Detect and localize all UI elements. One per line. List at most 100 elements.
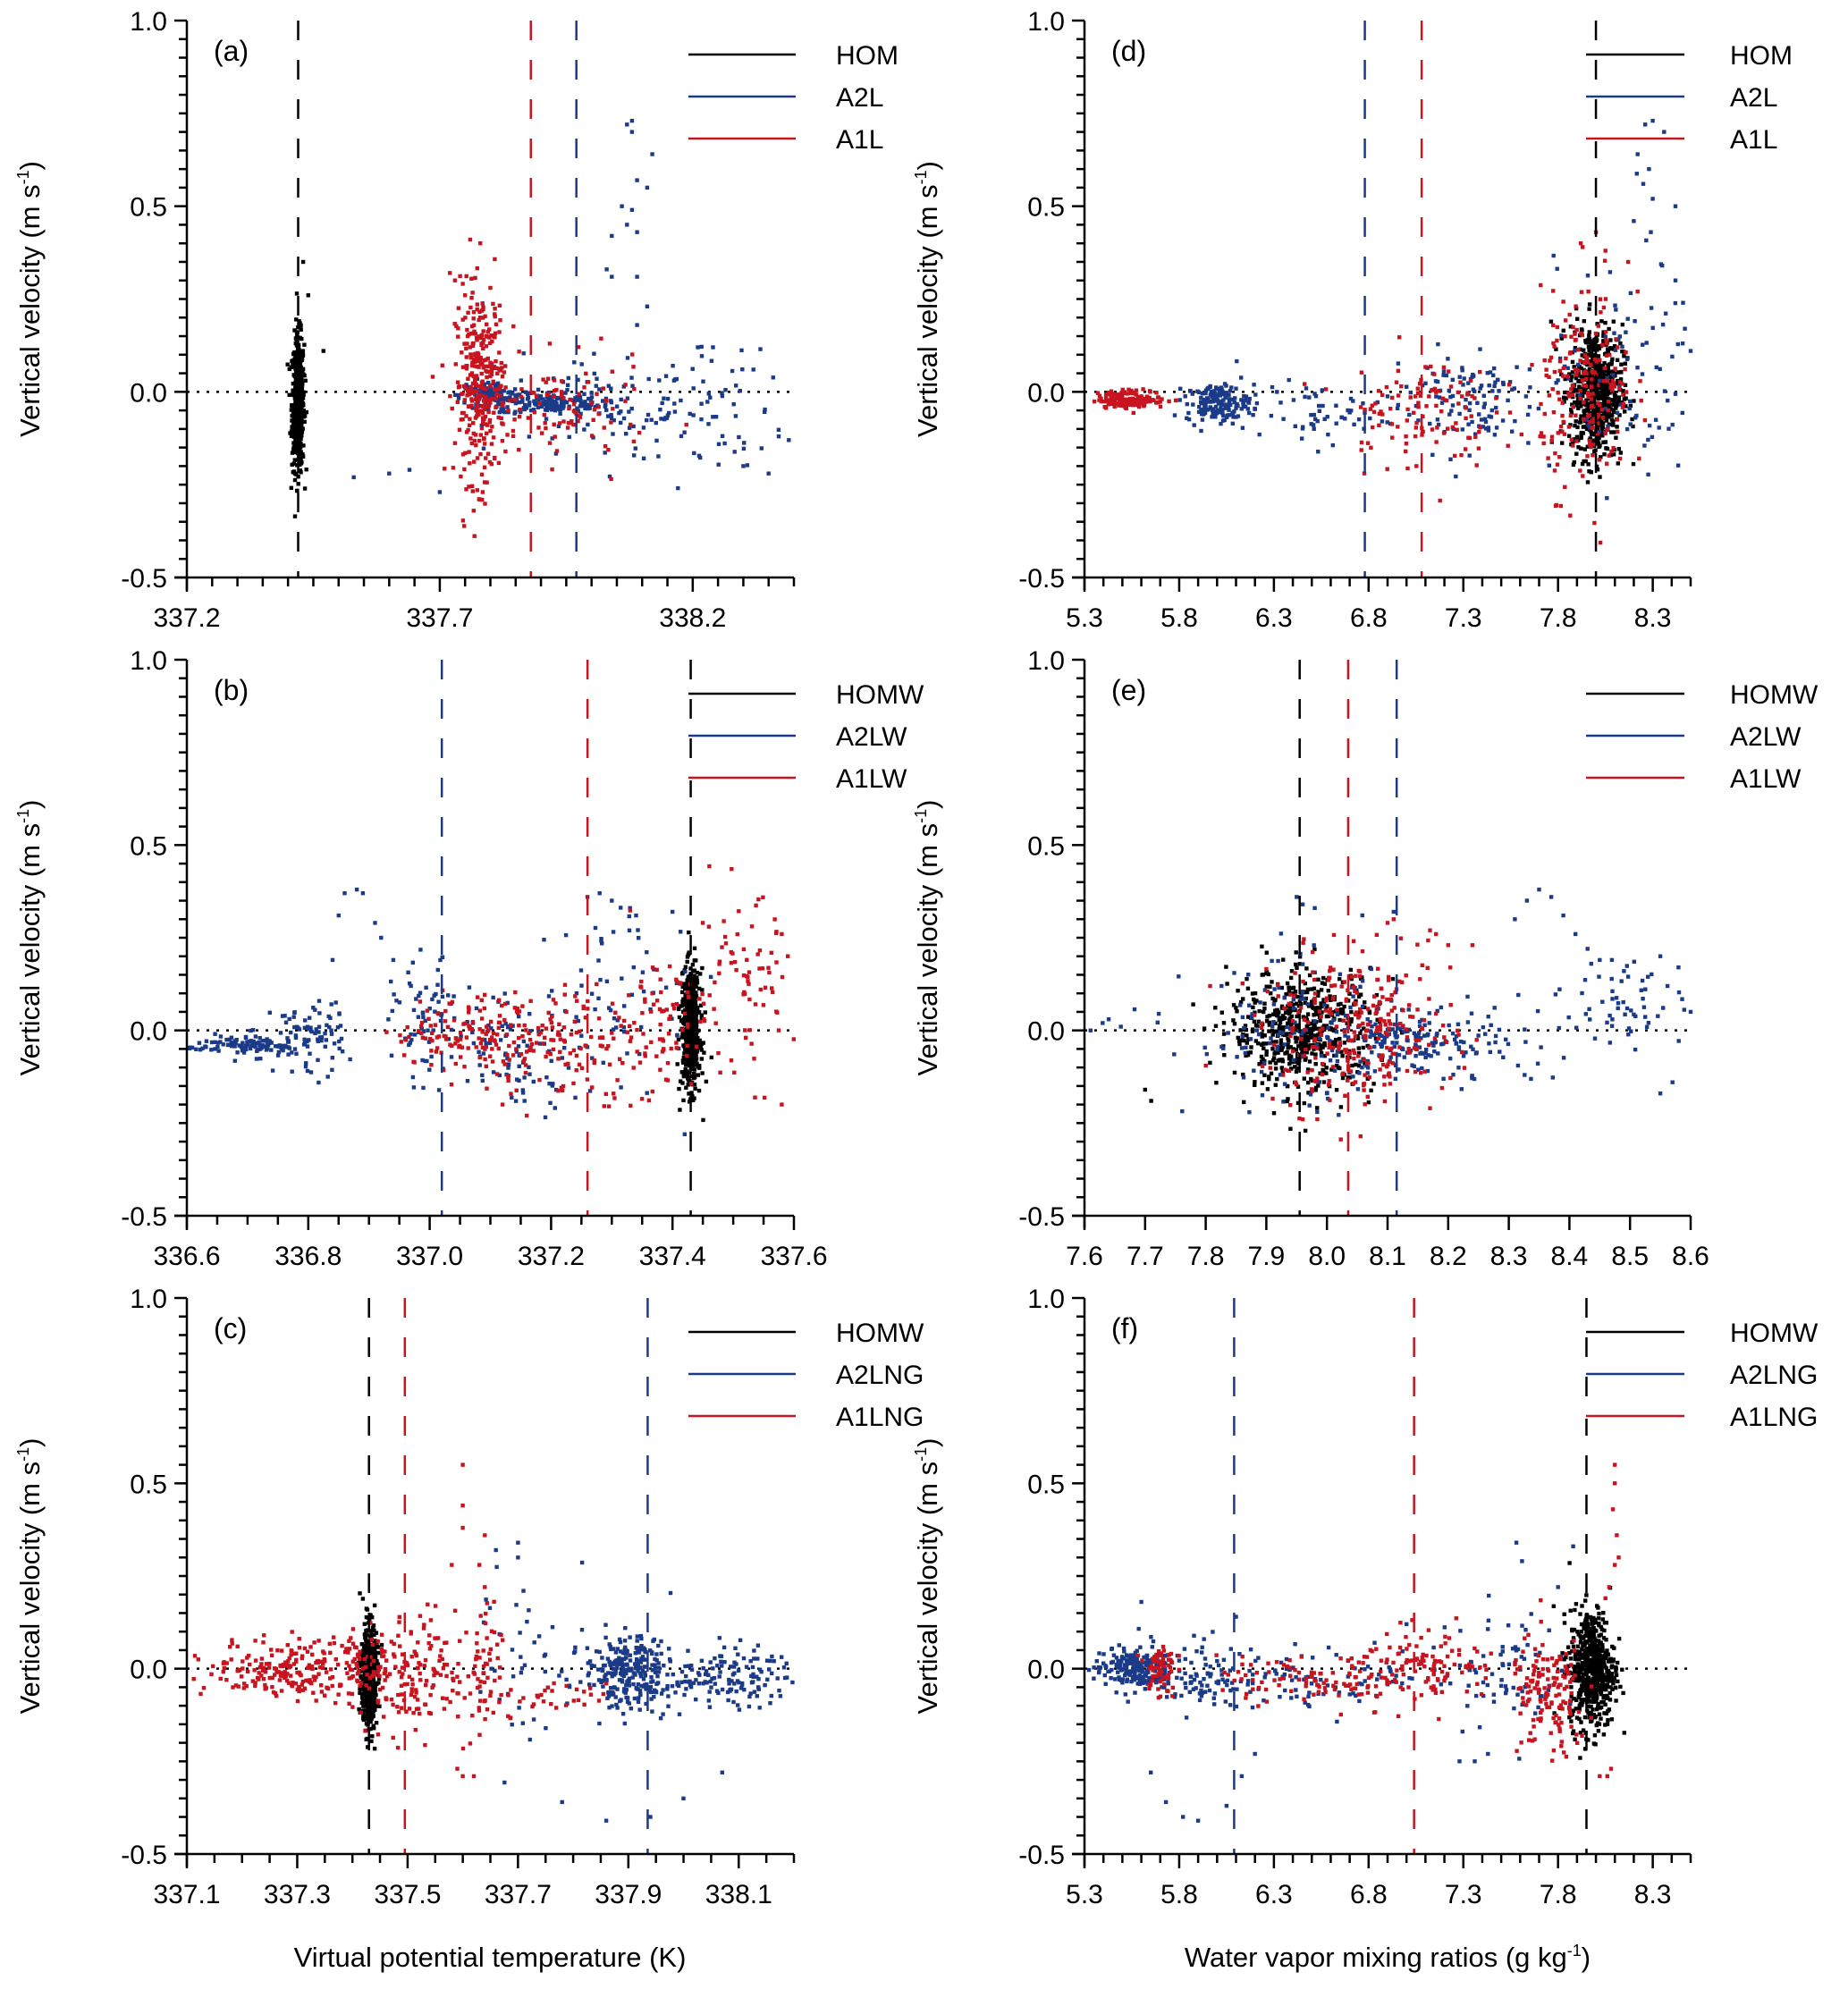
data-point — [492, 410, 496, 415]
data-point — [311, 1006, 316, 1010]
data-point — [1578, 389, 1582, 393]
data-point — [1596, 354, 1601, 358]
data-point — [1183, 394, 1187, 399]
data-point — [1478, 426, 1482, 430]
data-point — [460, 518, 466, 523]
data-point — [1312, 412, 1316, 417]
data-point — [1238, 1028, 1243, 1032]
data-point — [1203, 402, 1208, 407]
x-tick-label: 8.3 — [1634, 603, 1672, 633]
data-point — [289, 408, 294, 412]
data-point — [665, 396, 671, 401]
data-point — [351, 475, 356, 480]
data-point — [1468, 378, 1473, 383]
data-point — [1370, 403, 1374, 408]
data-point — [615, 1078, 620, 1083]
data-point — [417, 993, 421, 999]
data-point — [1530, 363, 1534, 367]
data-point — [1257, 1062, 1262, 1066]
data-point — [747, 1028, 752, 1032]
data-point — [522, 1075, 527, 1080]
data-point — [495, 1032, 500, 1037]
data-point — [1333, 1043, 1337, 1049]
data-point — [667, 1016, 671, 1022]
data-point — [1271, 1058, 1276, 1063]
data-point — [1288, 986, 1294, 990]
data-point — [1588, 420, 1592, 425]
data-point — [1448, 394, 1453, 400]
data-point — [409, 983, 413, 989]
data-point — [424, 985, 428, 990]
data-point — [1243, 399, 1247, 403]
data-point — [293, 471, 298, 476]
data-point — [767, 970, 772, 975]
data-point — [464, 367, 469, 371]
data-point — [1295, 1001, 1299, 1006]
data-point — [468, 305, 473, 310]
data-point — [683, 965, 688, 969]
data-point — [513, 395, 518, 400]
data-point — [1673, 204, 1678, 208]
data-point — [1314, 1026, 1319, 1031]
data-point — [303, 378, 308, 383]
data-point — [502, 1017, 507, 1023]
data-point — [282, 1045, 286, 1049]
data-point — [314, 1027, 318, 1032]
data-point — [1479, 383, 1484, 388]
data-point — [757, 948, 763, 953]
data-point — [1312, 1013, 1316, 1017]
data-point — [1673, 392, 1678, 396]
data-point — [313, 1007, 317, 1012]
data-point — [1219, 402, 1224, 407]
data-point — [475, 409, 480, 415]
data-point — [249, 1028, 253, 1033]
data-point — [488, 1054, 493, 1058]
data-point — [1309, 413, 1313, 417]
data-point — [1321, 1080, 1327, 1084]
data-point — [562, 982, 568, 987]
data-point — [1384, 384, 1389, 390]
data-point — [407, 468, 412, 472]
data-point — [608, 1008, 613, 1013]
data-point — [440, 994, 445, 999]
data-point — [1566, 392, 1571, 396]
data-point — [294, 355, 299, 360]
data-point — [1594, 363, 1599, 368]
data-point — [1102, 405, 1107, 409]
data-point — [1563, 334, 1567, 339]
data-point — [497, 386, 502, 392]
data-point — [1304, 996, 1308, 1001]
data-point — [1247, 396, 1252, 401]
data-point — [699, 354, 705, 358]
data-point — [1115, 401, 1119, 406]
legend-label: A1LW — [836, 764, 907, 794]
data-point — [257, 1047, 261, 1052]
data-point — [487, 1041, 493, 1045]
data-point — [658, 1067, 662, 1072]
data-point — [477, 497, 483, 501]
data-point — [603, 1091, 608, 1096]
data-point — [1589, 362, 1593, 367]
data-point — [323, 1044, 327, 1049]
data-point — [698, 972, 703, 976]
data-point — [1232, 1070, 1237, 1075]
data-point — [1281, 1016, 1287, 1021]
data-point — [200, 1046, 205, 1050]
data-point — [1624, 426, 1630, 432]
series-A2L — [351, 118, 791, 494]
data-point — [258, 1057, 263, 1061]
data-point — [663, 1077, 669, 1082]
data-point — [1363, 1061, 1367, 1066]
data-point — [453, 392, 458, 397]
data-point — [1302, 1043, 1306, 1048]
data-point — [548, 1100, 553, 1105]
data-point — [440, 955, 444, 959]
data-point — [1589, 470, 1593, 475]
data-point — [421, 1015, 426, 1019]
data-point — [1111, 396, 1117, 400]
data-point — [1608, 338, 1613, 342]
data-point — [1253, 1023, 1259, 1028]
data-point — [508, 391, 513, 395]
data-point — [474, 389, 479, 393]
data-point — [1106, 391, 1110, 395]
